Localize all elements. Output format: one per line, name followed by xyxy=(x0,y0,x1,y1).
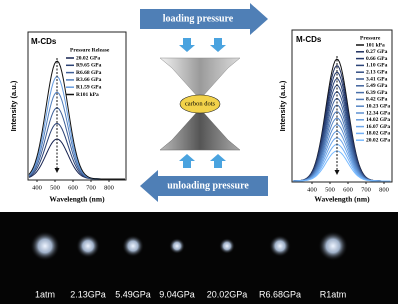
legend-title: Pressure xyxy=(360,35,381,41)
photo-spot xyxy=(219,238,235,254)
legend-label: R1.59 GPa xyxy=(76,84,102,90)
page: {"left_panel":{"title":"M-CDs","legend_t… xyxy=(0,0,398,304)
legend-label: 12.34 GPa xyxy=(366,110,390,116)
photo-label: 2.13GPa xyxy=(70,289,106,299)
legend-label: R6.68 GPa xyxy=(76,70,102,76)
legend-label: 101 kPa xyxy=(366,42,385,48)
y-axis-label: Intensity (a.u.) xyxy=(9,80,18,131)
photo-label: 1atm xyxy=(35,289,55,299)
x-tick-label: 800 xyxy=(379,186,389,193)
legend-label: 16.07 GPa xyxy=(366,124,390,130)
y-axis-label: Intensity (a.u.) xyxy=(278,80,287,131)
x-tick-label: 600 xyxy=(343,186,353,193)
legend-label: R3.66 GPa xyxy=(76,77,102,83)
legend-label: 18.02 GPa xyxy=(366,131,390,137)
photo-label: 5.49GPa xyxy=(115,289,151,299)
legend-label: R101 kPa xyxy=(76,92,99,98)
photo-spot xyxy=(318,231,348,261)
panel-title: M-CDs xyxy=(296,35,322,44)
anvil-bottom xyxy=(160,112,240,150)
legend-title: Pressure Release xyxy=(70,47,110,53)
anvil-top xyxy=(160,58,240,96)
photo-label: R6.68GPa xyxy=(259,289,301,299)
legend-label: 20.02 GPa xyxy=(366,137,390,143)
legend-label: 6.39 GPa xyxy=(366,90,388,96)
legend-label: 0.66 GPa xyxy=(366,56,388,62)
legend-label: 2.13 GPa xyxy=(366,69,388,75)
bottom-label: unloading pressure xyxy=(167,180,249,191)
legend-label: 5.49 GPa xyxy=(366,83,388,89)
legend-label: 20.02 GPa xyxy=(76,55,100,61)
legend-label: 14.02 GPa xyxy=(366,117,390,123)
legend-label: R9.65 GPa xyxy=(76,63,102,69)
panel-title: M-CDs xyxy=(31,37,57,46)
photo-spot xyxy=(76,234,100,258)
x-tick-label: 700 xyxy=(361,186,371,193)
legend-label: 8.42 GPa xyxy=(366,97,388,103)
up-arrows xyxy=(179,154,226,168)
x-tick-label: 600 xyxy=(68,184,78,191)
x-tick-label: 500 xyxy=(325,186,335,193)
down-arrows xyxy=(179,38,226,52)
x-axis-label: Wavelength (nm) xyxy=(314,195,370,204)
center-label: carbon dots xyxy=(185,100,216,107)
photo-label: 20.02GPa xyxy=(207,289,248,299)
photo-spot xyxy=(30,231,60,261)
photo-label: R1atm xyxy=(320,289,347,299)
photo-label: 9.04GPa xyxy=(159,289,195,299)
photo-spot xyxy=(169,238,185,254)
x-tick-label: 800 xyxy=(104,184,114,191)
figure: M-CDs Pressure Release Intensity (a.u.) … xyxy=(0,0,398,304)
legend-label: 3.41 GPa xyxy=(366,76,388,82)
x-tick-label: 500 xyxy=(50,184,60,191)
legend-label: 0.27 GPa xyxy=(366,49,388,55)
legend-label: 1.10 GPa xyxy=(366,63,388,69)
legend-label: 10.23 GPa xyxy=(366,103,390,109)
x-axis-label: Wavelength (nm) xyxy=(49,195,105,204)
x-tick-label: 700 xyxy=(86,184,96,191)
photo-spot xyxy=(269,235,291,257)
photo-spot xyxy=(122,235,144,257)
top-label: loading pressure xyxy=(163,13,234,24)
x-tick-label: 400 xyxy=(307,186,317,193)
x-tick-label: 400 xyxy=(32,184,42,191)
